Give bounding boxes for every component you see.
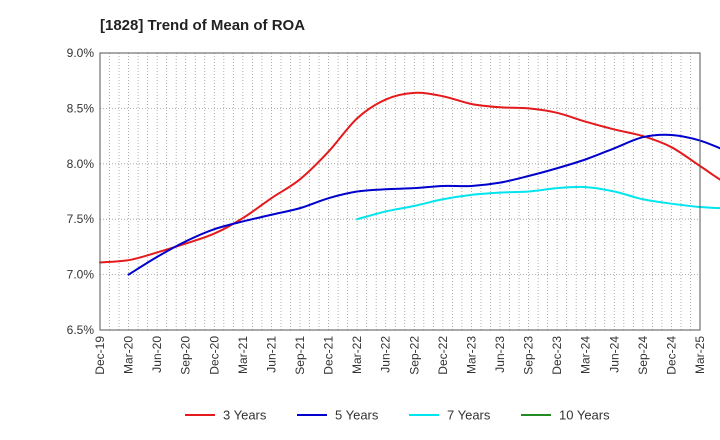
x-tick-label: Dec-23 <box>550 336 564 375</box>
x-tick-label: Mar-25 <box>693 336 707 374</box>
x-tick-label: Dec-21 <box>322 336 336 375</box>
x-tick-label: Mar-23 <box>464 336 478 374</box>
series-layer <box>99 91 720 276</box>
series-line-5-years <box>127 133 720 276</box>
plot-frame <box>99 52 701 331</box>
x-tick-label: Sep-20 <box>179 336 193 375</box>
series-line-3-years <box>99 91 720 264</box>
y-tick-label: 7.0% <box>67 268 95 282</box>
y-tick-label: 8.0% <box>67 157 95 171</box>
legend-label-10-years: 10 Years <box>559 408 610 423</box>
y-tick-label: 8.5% <box>67 101 95 115</box>
legend-label-7-years: 7 Years <box>447 408 491 423</box>
x-tick-label: Mar-24 <box>579 336 593 374</box>
y-tick-label: 6.5% <box>67 323 95 337</box>
legend: 3 Years 5 Years 7 Years 10 Years <box>185 408 610 423</box>
legend-label-3-years: 3 Years <box>223 408 267 423</box>
x-tick-label: Dec-19 <box>93 336 107 375</box>
x-tick-label: Mar-22 <box>350 336 364 374</box>
x-tick-label: Sep-21 <box>293 336 307 375</box>
series-line-7-years <box>356 185 720 221</box>
chart-title: [1828] Trend of Mean of ROA <box>100 17 305 34</box>
x-tick-label: Sep-23 <box>522 336 536 375</box>
y-tick-label: 7.5% <box>67 212 95 226</box>
x-tick-label: Dec-24 <box>664 336 678 375</box>
x-tick-label: Dec-20 <box>207 336 221 375</box>
x-tick-label: Mar-20 <box>122 336 136 374</box>
x-tick-label: Jun-22 <box>379 336 393 373</box>
x-axis: Dec-19 Mar-20 Jun-20 Sep-20 Dec-20 Mar-21 Jun-… <box>93 336 707 375</box>
y-tick-label: 9.0% <box>67 46 95 60</box>
x-tick-label: Jun-20 <box>150 336 164 373</box>
x-tick-label: Mar-21 <box>236 336 250 374</box>
x-tick-label: Dec-22 <box>436 336 450 375</box>
x-tick-label: Sep-24 <box>636 336 650 375</box>
legend-label-5-years: 5 Years <box>335 408 379 423</box>
x-tick-label: Jun-23 <box>493 336 507 373</box>
x-tick-label: Sep-22 <box>407 336 421 375</box>
x-tick-label: Jun-21 <box>264 336 278 373</box>
y-axis: 6.5% 7.0% 7.5% 8.0% 8.5% 9.0% <box>67 46 95 337</box>
x-tick-label: Jun-24 <box>607 336 621 373</box>
